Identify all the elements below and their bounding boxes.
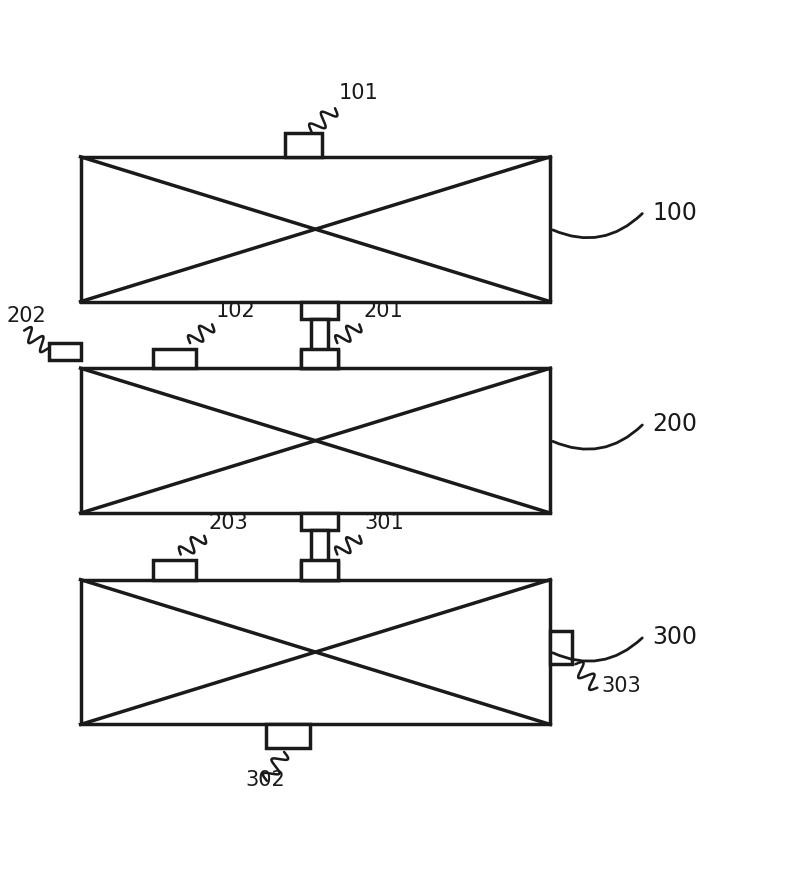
Bar bbox=[153, 350, 196, 369]
Bar bbox=[81, 369, 550, 513]
Text: 102: 102 bbox=[216, 301, 256, 321]
Bar bbox=[301, 350, 338, 369]
Text: 303: 303 bbox=[602, 676, 641, 696]
Bar bbox=[301, 351, 338, 369]
Bar bbox=[310, 531, 328, 562]
Bar bbox=[266, 725, 310, 748]
Text: 300: 300 bbox=[652, 624, 697, 648]
Bar bbox=[310, 319, 328, 351]
Bar bbox=[81, 157, 550, 302]
Bar bbox=[285, 134, 322, 157]
Text: 302: 302 bbox=[245, 770, 285, 789]
Text: 202: 202 bbox=[6, 306, 46, 325]
Bar bbox=[301, 513, 338, 531]
Text: 200: 200 bbox=[652, 411, 697, 435]
Bar bbox=[301, 561, 338, 580]
Bar bbox=[301, 562, 338, 580]
Bar bbox=[49, 344, 81, 361]
Text: 101: 101 bbox=[339, 83, 378, 103]
Bar bbox=[153, 561, 196, 580]
Bar bbox=[301, 302, 338, 319]
Text: 301: 301 bbox=[364, 512, 404, 532]
Text: 203: 203 bbox=[208, 512, 248, 532]
Bar bbox=[81, 580, 550, 725]
Bar bbox=[550, 631, 572, 664]
Text: 100: 100 bbox=[652, 200, 697, 224]
Text: 201: 201 bbox=[364, 301, 404, 321]
